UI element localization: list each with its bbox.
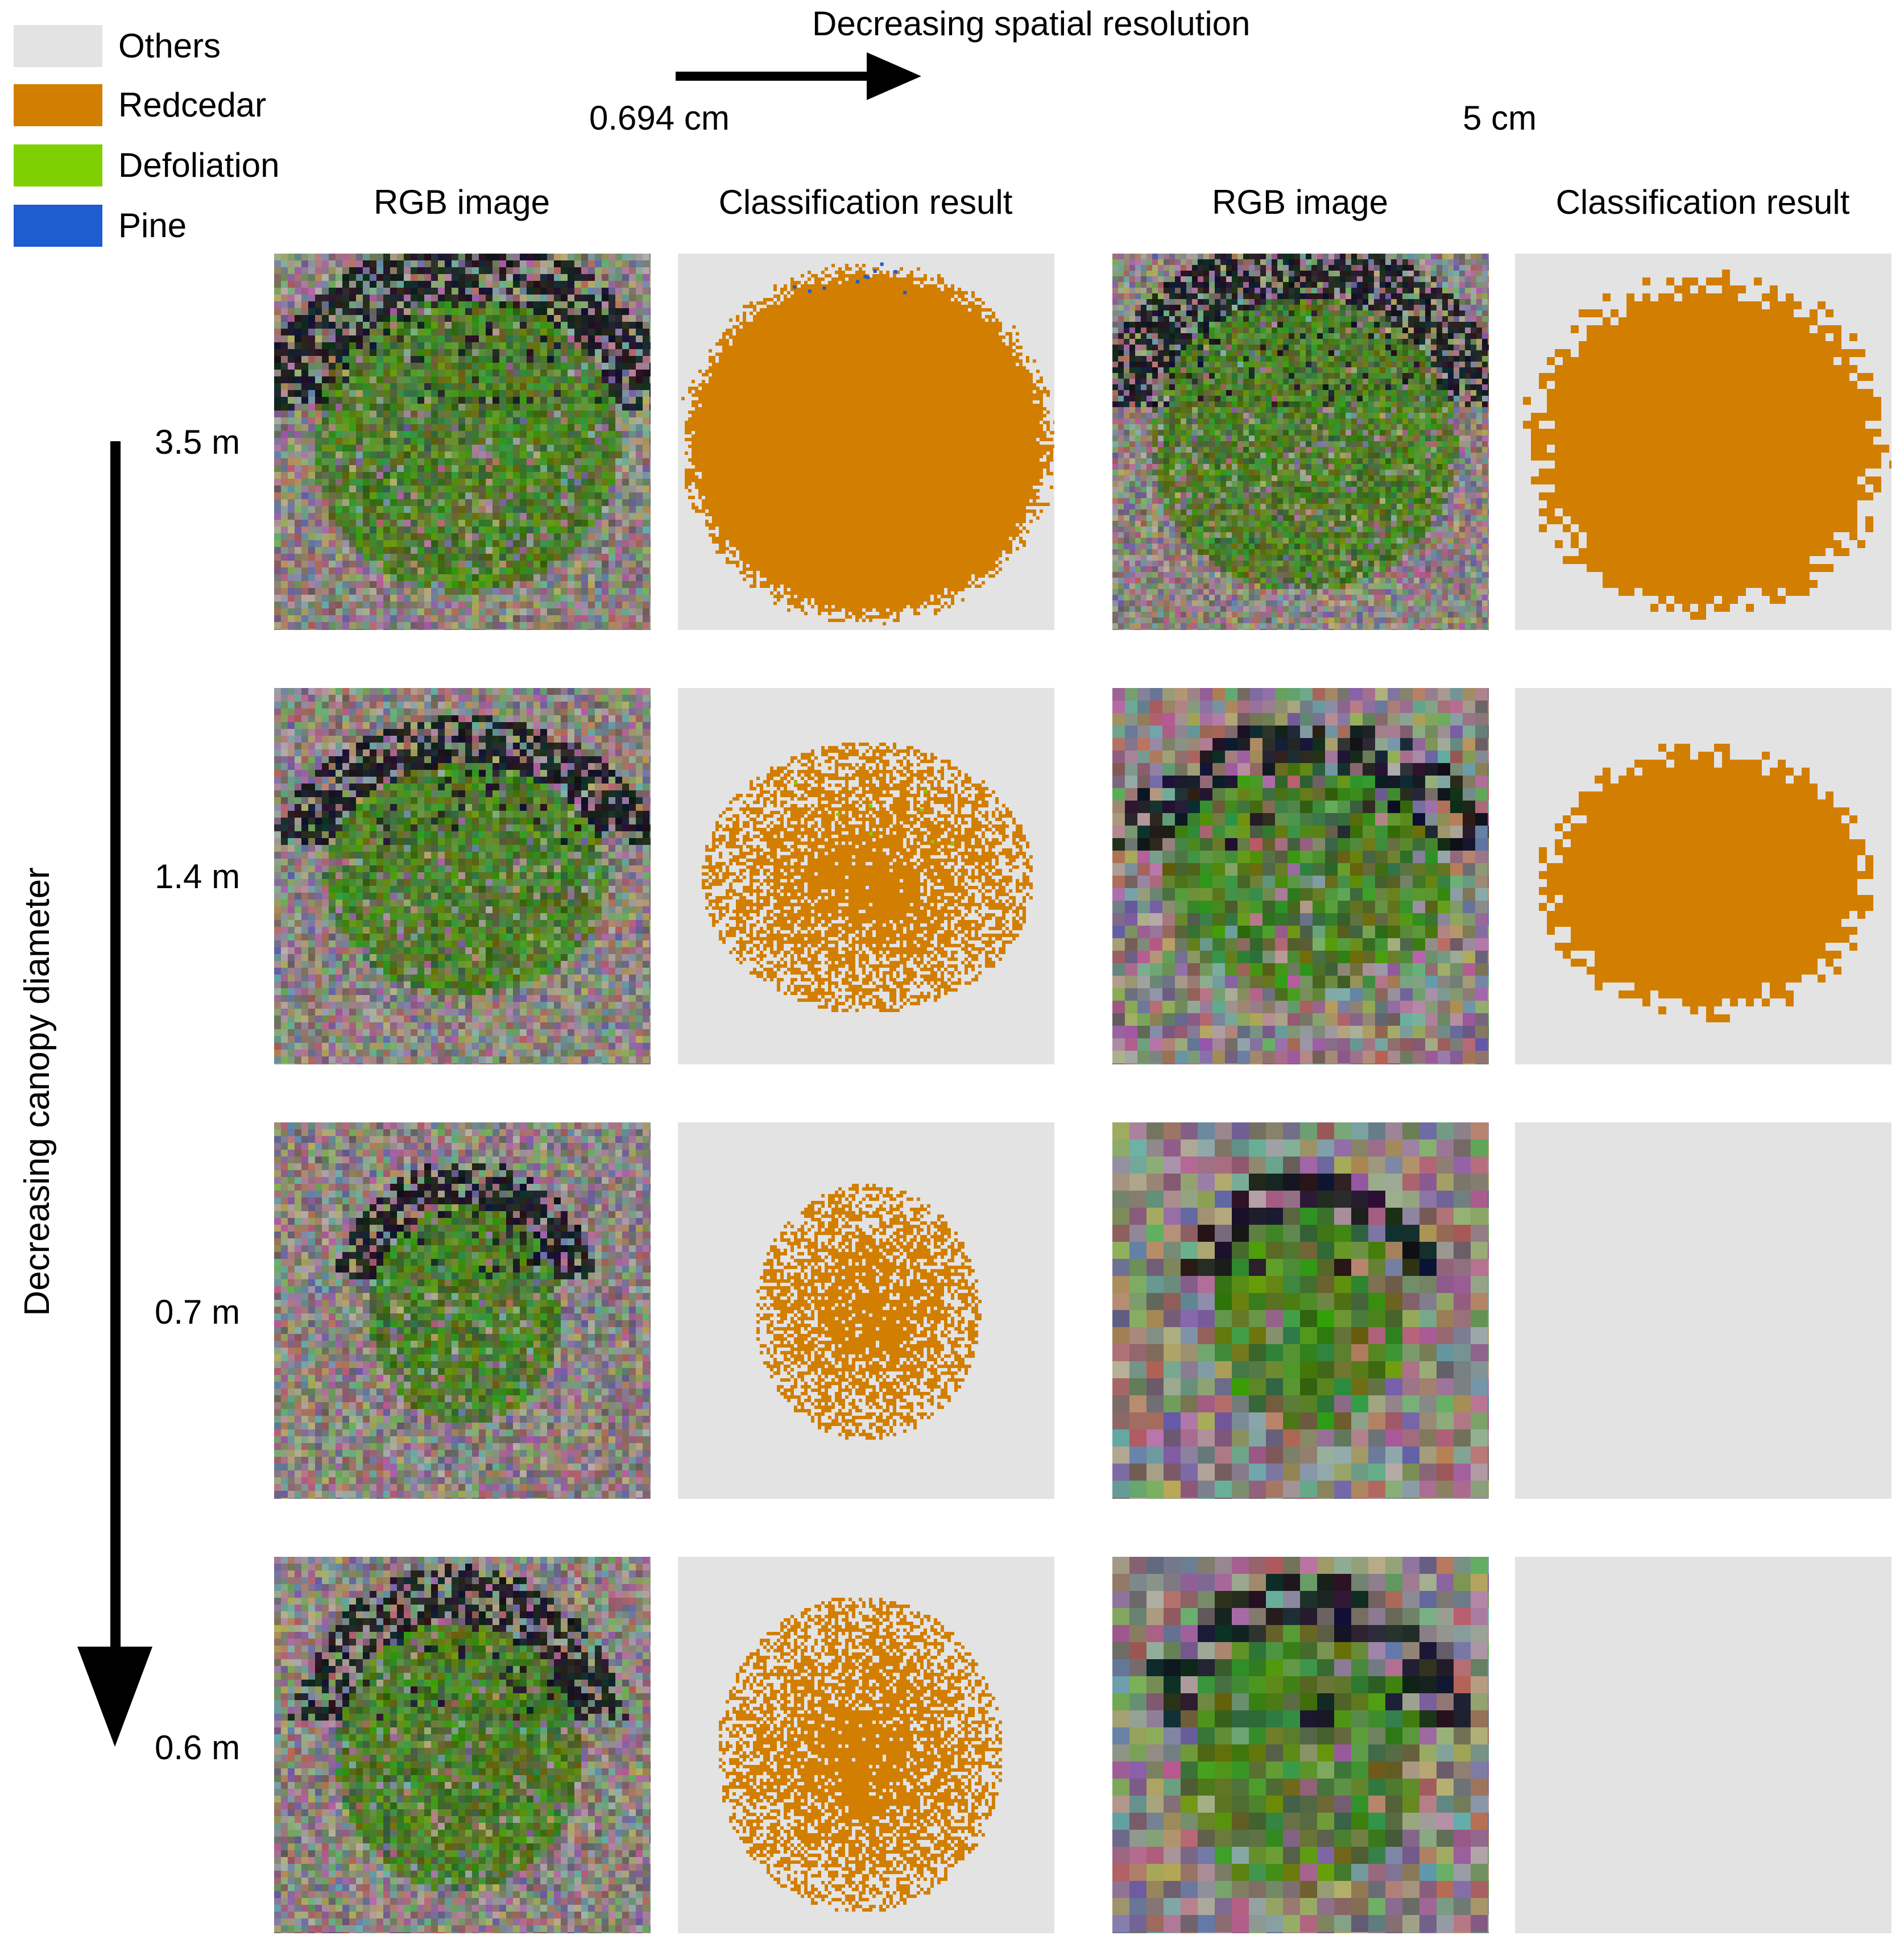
rgb-image-fine-row-4 (274, 1557, 651, 1933)
diameter-axis-title: Decreasing canopy diameter (18, 867, 57, 1316)
rgb-image-coarse-graphic (1112, 1122, 1489, 1499)
classification-result-fine-graphic (678, 1122, 1054, 1499)
row-label-diameter: 3.5 m (155, 425, 240, 459)
rgb-image-coarse-row-2 (1112, 688, 1489, 1064)
diameter-arrow (77, 441, 152, 1747)
column-header-rgb-coarse: RGB image (1112, 185, 1488, 219)
column-header-classification-fine: Classification result (678, 185, 1053, 219)
classification-result-coarse-row-1 (1515, 254, 1891, 630)
classification-result-fine-graphic (678, 688, 1054, 1064)
rgb-image-fine-graphic (274, 1122, 651, 1499)
legend-label-others: Others (118, 25, 221, 67)
row-label-diameter: 0.7 m (155, 1295, 240, 1329)
classification-result-coarse-row-2 (1515, 688, 1891, 1064)
rgb-image-coarse-graphic (1112, 1557, 1489, 1933)
classification-result-fine-row-1 (678, 254, 1054, 630)
legend-swatch-defoliation (14, 144, 102, 186)
rgb-image-coarse-row-1 (1112, 254, 1489, 630)
legend-swatch-others (14, 25, 102, 67)
classification-result-fine-row-4 (678, 1557, 1054, 1933)
classification-result-coarse-graphic (1515, 688, 1891, 1064)
classification-result-coarse-graphic (1515, 254, 1891, 630)
classification-result-coarse-row-4 (1515, 1557, 1891, 1933)
classification-result-coarse-row-3 (1515, 1122, 1891, 1499)
legend-label-redcedar: Redcedar (118, 84, 266, 126)
resolution-arrow (676, 52, 921, 100)
legend-label-defoliation: Defoliation (118, 144, 280, 186)
resolution-start-label: 0.694 cm (589, 101, 730, 135)
rgb-image-fine-graphic (274, 254, 651, 630)
legend-swatch-redcedar (14, 84, 102, 126)
rgb-image-coarse-row-3 (1112, 1122, 1489, 1499)
column-header-classification-coarse: Classification result (1515, 185, 1890, 219)
classification-result-fine-row-3 (678, 1122, 1054, 1499)
rgb-image-coarse-graphic (1112, 254, 1489, 630)
classification-result-fine-row-2 (678, 688, 1054, 1064)
classification-result-fine-graphic (678, 1557, 1054, 1933)
rgb-image-fine-graphic (274, 1557, 651, 1933)
resolution-end-label: 5 cm (1463, 101, 1537, 135)
row-label-diameter: 0.6 m (155, 1731, 240, 1765)
resolution-axis-title: Decreasing spatial resolution (812, 7, 1250, 41)
rgb-image-coarse-row-4 (1112, 1557, 1489, 1933)
classification-result-coarse-graphic (1515, 1122, 1891, 1499)
rgb-image-fine-row-2 (274, 688, 651, 1064)
classification-result-fine-graphic (678, 254, 1054, 630)
row-label-diameter: 1.4 m (155, 860, 240, 894)
legend-label-pine: Pine (118, 205, 187, 247)
rgb-image-fine-row-3 (274, 1122, 651, 1499)
classification-result-coarse-graphic (1515, 1557, 1891, 1933)
rgb-image-fine-row-1 (274, 254, 651, 630)
legend-swatch-pine (14, 205, 102, 247)
rgb-image-fine-graphic (274, 688, 651, 1064)
column-header-rgb-fine: RGB image (274, 185, 649, 219)
rgb-image-coarse-graphic (1112, 688, 1489, 1064)
